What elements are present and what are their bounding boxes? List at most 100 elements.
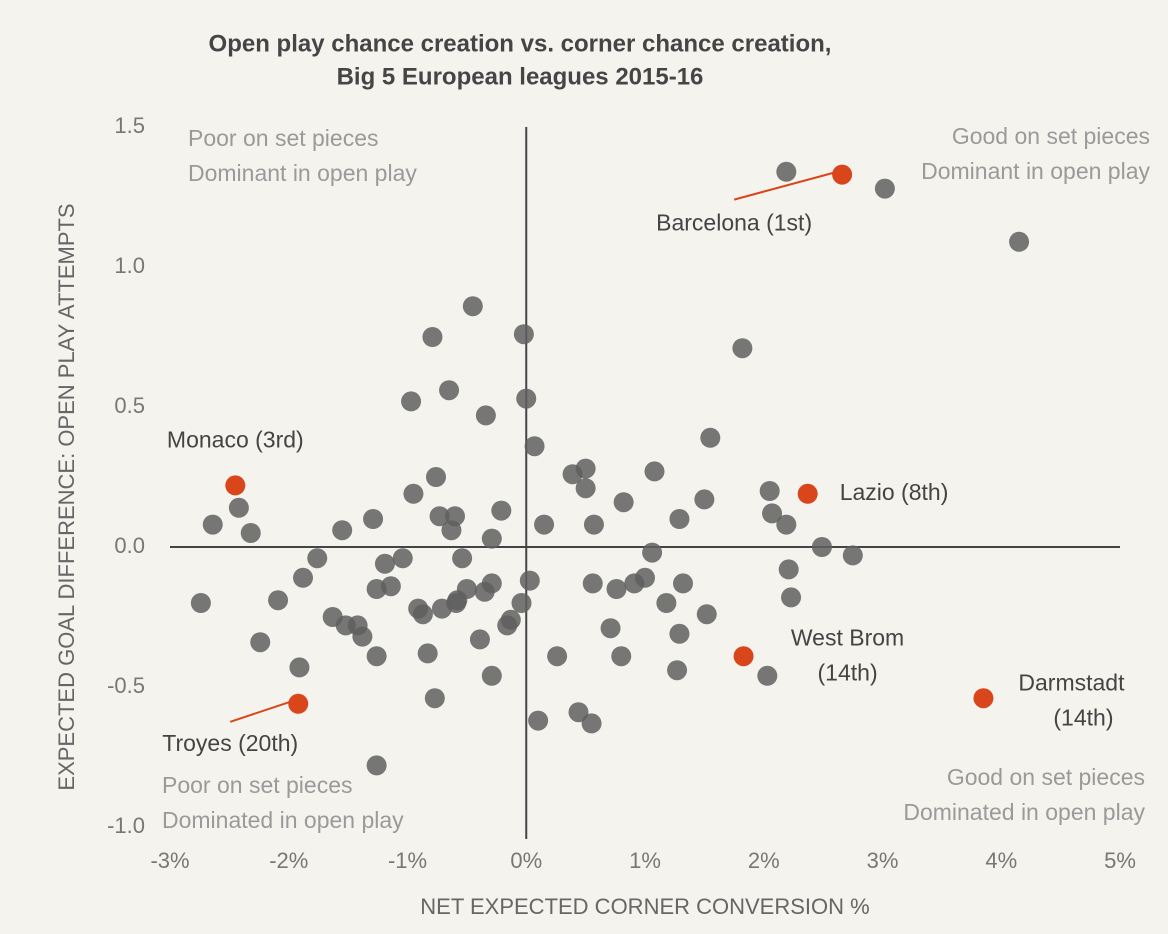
point [475, 405, 496, 426]
point [606, 579, 627, 599]
point [797, 483, 818, 504]
point [635, 567, 655, 588]
point-label: Troyes (20th) [162, 730, 298, 756]
point [1009, 231, 1030, 252]
point [250, 632, 271, 653]
point-label: Monaco (3rd) [167, 426, 304, 452]
leader-line [229, 700, 291, 723]
point [511, 593, 532, 613]
x-tick-label: -1% [388, 848, 427, 873]
point [481, 528, 502, 549]
point-label: Lazio (8th) [840, 479, 949, 505]
point [240, 523, 261, 543]
point [474, 581, 495, 602]
point [401, 391, 422, 412]
x-tick-label: 5% [1104, 848, 1136, 873]
point [513, 324, 534, 345]
point [417, 643, 438, 664]
point [225, 475, 246, 496]
point [733, 646, 754, 667]
x-tick-label: 1% [629, 848, 661, 873]
point [776, 161, 797, 182]
point [762, 503, 783, 524]
point [268, 590, 289, 611]
y-tick-label: -0.5 [107, 673, 145, 698]
point [700, 427, 721, 448]
point [228, 497, 249, 518]
point [581, 713, 602, 734]
point [832, 164, 853, 185]
point [366, 755, 387, 776]
point [757, 665, 778, 686]
point [776, 514, 797, 535]
point [973, 688, 994, 709]
point [642, 542, 663, 563]
point [778, 559, 799, 580]
point [694, 489, 715, 510]
point [429, 506, 450, 527]
point [441, 520, 462, 541]
point [575, 478, 596, 499]
point [202, 514, 223, 535]
point [583, 514, 604, 535]
point [811, 537, 832, 557]
point [462, 296, 483, 317]
leader-line [733, 171, 835, 201]
point [374, 553, 395, 574]
quadrant-annotation: Dominant in open play [188, 160, 417, 186]
point [528, 710, 549, 731]
point [293, 567, 313, 588]
point [613, 492, 634, 513]
point [288, 693, 309, 714]
x-tick-label: 0% [510, 848, 542, 873]
point [519, 570, 540, 591]
point [568, 702, 589, 723]
point [644, 461, 665, 482]
point [392, 548, 413, 569]
point [534, 514, 555, 535]
point [600, 618, 621, 639]
point [352, 626, 373, 647]
point [439, 380, 460, 401]
point [673, 573, 693, 594]
point-label: (14th) [1053, 704, 1113, 730]
point-label: Darmstadt [1018, 669, 1125, 695]
point [611, 646, 632, 667]
point [422, 327, 443, 347]
point [289, 657, 310, 678]
point [190, 593, 211, 613]
point [669, 509, 690, 529]
chart-title: Big 5 European leagues 2015-16 [337, 63, 704, 90]
y-tick-label: 0.0 [114, 533, 145, 558]
x-tick-label: 2% [748, 848, 780, 873]
point-label: West Brom [791, 624, 904, 650]
point [446, 593, 467, 613]
y-axis-label: EXPECTED GOAL DIFFERENCE: OPEN PLAY ATTE… [54, 203, 79, 790]
x-tick-label: -2% [269, 848, 308, 873]
point [781, 587, 802, 608]
y-tick-label: -1.0 [107, 813, 145, 838]
point [481, 665, 502, 686]
y-tick-label: 0.5 [114, 393, 145, 418]
point [547, 646, 568, 667]
quadrant-annotation: Dominated in open play [903, 799, 1145, 825]
point [732, 338, 753, 359]
point [363, 509, 384, 529]
point [696, 604, 717, 625]
point [412, 604, 433, 625]
point [669, 623, 690, 644]
point [497, 615, 518, 636]
x-tick-label: 4% [985, 848, 1017, 873]
point [759, 481, 780, 501]
chart-title: Open play chance creation vs. corner cha… [209, 30, 832, 57]
quadrant-annotation: Good on set pieces [947, 764, 1145, 790]
point [582, 573, 603, 594]
x-tick-label: 3% [867, 848, 899, 873]
point [403, 483, 424, 504]
point [842, 545, 863, 566]
point [452, 548, 473, 569]
point [491, 500, 512, 521]
quadrant-annotation: Poor on set pieces [188, 125, 379, 151]
point [469, 629, 490, 650]
